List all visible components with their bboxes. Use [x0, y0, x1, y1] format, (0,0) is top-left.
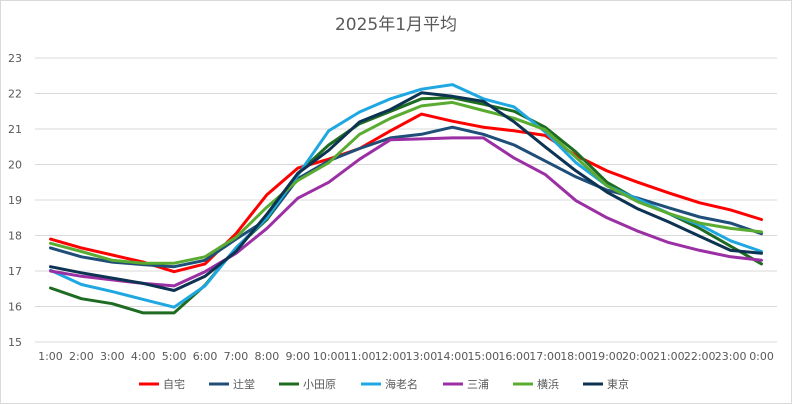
- x-tick-label: 16:00: [498, 350, 530, 363]
- y-tick-label: 23: [8, 52, 22, 65]
- y-tick-label: 17: [8, 265, 22, 278]
- x-tick-label: 10:00: [313, 350, 345, 363]
- series-line: [49, 100, 763, 265]
- legend-label: 小田原: [303, 378, 336, 391]
- x-tick-label: 21:00: [653, 350, 685, 363]
- x-tick-label: 11:00: [344, 350, 376, 363]
- series-line: [49, 125, 763, 269]
- chart-title: 2025年1月平均: [335, 15, 457, 35]
- y-tick-label: 19: [8, 194, 22, 207]
- x-tick-label: 19:00: [591, 350, 623, 363]
- x-tick-label: 9:00: [285, 350, 310, 363]
- legend-label: 辻堂: [233, 377, 255, 391]
- series-line: [49, 83, 763, 309]
- series-line: [49, 91, 763, 292]
- y-tick-label: 20: [8, 159, 22, 172]
- x-tick-label: 8:00: [255, 350, 280, 363]
- x-tick-label: 22:00: [684, 350, 716, 363]
- x-tick-label: 3:00: [100, 350, 125, 363]
- legend-label: 横浜: [537, 377, 559, 391]
- x-tick-label: 12:00: [375, 350, 407, 363]
- x-tick-label: 4:00: [131, 350, 156, 363]
- x-tick-label: 5:00: [162, 350, 187, 363]
- x-tick-label: 2:00: [69, 350, 94, 363]
- x-tick-label: 1:00: [38, 350, 63, 363]
- gridlines: [35, 57, 777, 343]
- y-tick-label: 21: [8, 123, 22, 136]
- legend-label: 海老名: [385, 377, 418, 391]
- y-tick-label: 16: [8, 301, 22, 314]
- x-tick-label: 20:00: [622, 350, 654, 363]
- x-tick-label: 23:00: [715, 350, 747, 363]
- x-tick-label: 15:00: [467, 350, 499, 363]
- legend-label: 自宅: [163, 377, 185, 391]
- y-tick-label: 15: [8, 336, 22, 349]
- x-axis-ticks: 1:00 2:00 3:00 4:00 5:00 6:00 7:00 8:00 9:00 10:0…: [38, 350, 774, 363]
- y-tick-label: 18: [8, 230, 22, 243]
- series-lines: [49, 83, 763, 315]
- x-tick-label: 7:00: [224, 350, 249, 363]
- series-line: [49, 136, 763, 288]
- legend-label: 東京: [607, 377, 629, 391]
- x-tick-label: 6:00: [193, 350, 218, 363]
- x-tick-label: 14:00: [437, 350, 469, 363]
- x-tick-label: 13:00: [406, 350, 438, 363]
- x-tick-label: 17:00: [529, 350, 561, 363]
- x-tick-label: 18:00: [560, 350, 592, 363]
- x-tick-label: 0:00: [749, 350, 774, 363]
- series-line: [49, 112, 763, 274]
- y-axis-ticks: 15 16 17 18 19 20 21 22 23: [8, 52, 22, 349]
- legend: 自宅 辻堂 小田原 海老名 三浦 横浜 東京: [139, 377, 629, 391]
- y-tick-label: 22: [8, 88, 22, 101]
- legend-label: 三浦: [467, 378, 489, 391]
